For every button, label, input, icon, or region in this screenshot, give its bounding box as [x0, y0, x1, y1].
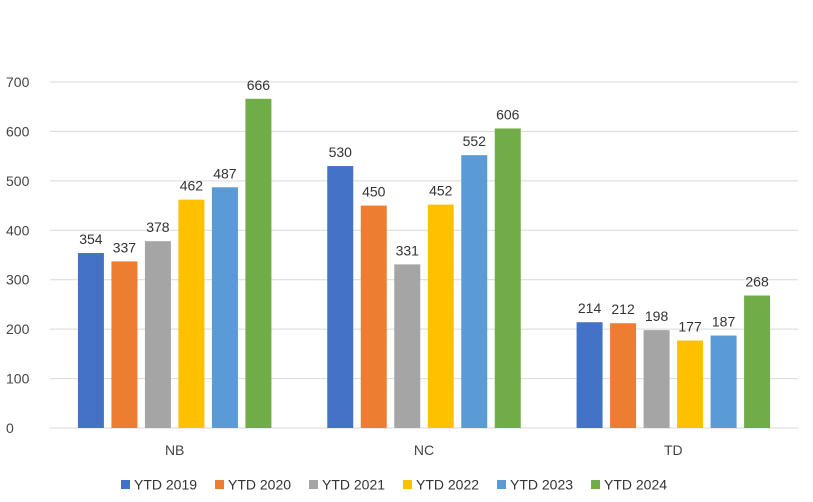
y-tick-label: 200 — [6, 321, 30, 337]
bar-td-ytd-2020 — [610, 323, 637, 428]
legend-swatch-icon — [121, 480, 130, 489]
bar-nb-ytd-2022 — [178, 199, 205, 428]
bar-td-ytd-2022 — [677, 340, 704, 428]
data-label: 606 — [496, 106, 520, 122]
y-axis-ticks: 0 100 200 300 400 500 600 700 — [6, 74, 30, 436]
bar-nb-ytd-2020 — [111, 261, 138, 428]
bar-nb-ytd-2021 — [144, 241, 171, 428]
data-label: 177 — [678, 319, 702, 335]
data-label: 337 — [113, 239, 137, 255]
data-label: 666 — [247, 77, 271, 93]
bar-td-ytd-2023 — [710, 335, 737, 428]
category-label-td: TD — [664, 442, 683, 458]
data-label: 187 — [712, 314, 736, 330]
y-tick-label: 100 — [6, 371, 30, 387]
data-label: 452 — [429, 183, 453, 199]
legend-swatch-icon — [497, 480, 506, 489]
data-label: 552 — [463, 133, 487, 149]
bar-nb-ytd-2023 — [211, 187, 238, 428]
bars — [77, 98, 771, 428]
legend-label: YTD 2020 — [228, 477, 291, 493]
data-label: 378 — [146, 219, 170, 235]
data-label: 331 — [396, 242, 420, 258]
bar-nc-ytd-2020 — [360, 205, 387, 428]
gridlines — [50, 81, 798, 429]
bar-nc-ytd-2019 — [327, 166, 354, 428]
data-label: 268 — [745, 274, 769, 290]
legend-label: YTD 2021 — [322, 477, 385, 493]
legend-swatch-icon — [309, 480, 318, 489]
y-tick-label: 600 — [6, 123, 30, 139]
bar-nb-ytd-2024 — [245, 98, 272, 428]
data-label: 212 — [611, 301, 635, 317]
data-label: 487 — [213, 165, 237, 181]
x-axis-categories: NB NC TD — [165, 442, 683, 458]
category-label-nb: NB — [165, 442, 184, 458]
y-tick-label: 300 — [6, 272, 30, 288]
bar-td-ytd-2021 — [643, 330, 670, 428]
legend-label: YTD 2019 — [134, 477, 197, 493]
data-label: 450 — [362, 184, 386, 200]
y-tick-label: 700 — [6, 74, 30, 90]
legend-swatch-icon — [403, 480, 412, 489]
bar-nc-ytd-2021 — [394, 264, 421, 428]
bar-nb-ytd-2019 — [77, 253, 104, 428]
bar-td-ytd-2024 — [744, 295, 771, 428]
legend-swatch-icon — [591, 480, 600, 489]
data-labels: 354 337 378 462 487 666 530 450 331 452 552 606 214 2… — [79, 77, 769, 335]
category-label-nc: NC — [414, 442, 434, 458]
bar-nc-ytd-2023 — [461, 155, 488, 428]
data-label: 354 — [79, 231, 103, 247]
bar-nc-ytd-2022 — [427, 204, 454, 428]
legend-label: YTD 2024 — [604, 477, 667, 493]
data-label: 530 — [329, 144, 353, 160]
y-tick-label: 0 — [6, 420, 14, 436]
y-tick-label: 500 — [6, 173, 30, 189]
legend-label: YTD 2022 — [416, 477, 479, 493]
data-label: 214 — [578, 300, 602, 316]
legend-swatch-icon — [215, 480, 224, 489]
data-label: 462 — [180, 178, 204, 194]
bar-nc-ytd-2024 — [494, 128, 521, 428]
bar-td-ytd-2019 — [576, 322, 603, 428]
legend: YTD 2019 YTD 2020 YTD 2021 YTD 2022 YTD 2023… — [121, 477, 667, 493]
data-label: 198 — [645, 308, 669, 324]
legend-label: YTD 2023 — [510, 477, 573, 493]
y-tick-label: 400 — [6, 222, 30, 238]
